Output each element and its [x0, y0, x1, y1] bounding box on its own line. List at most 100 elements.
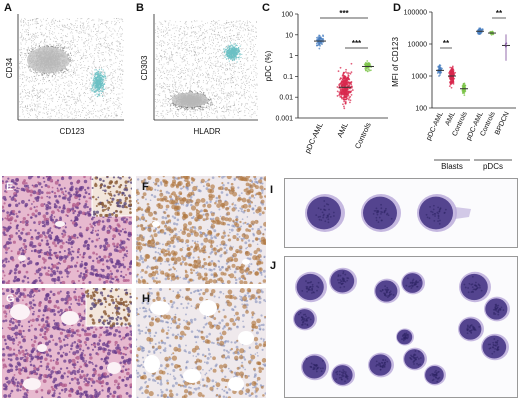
- d-sig-label: **: [443, 39, 450, 48]
- d-point: [450, 86, 453, 89]
- fat-vacuole: [107, 362, 121, 374]
- c-point: [344, 85, 346, 88]
- flow-events-a: [19, 18, 124, 119]
- histology-he-e: [2, 176, 132, 284]
- c-point: [347, 72, 350, 74]
- c-tick-label: 0.1: [283, 74, 293, 81]
- axis-label-cd123: CD123: [60, 127, 85, 136]
- c-sig-label: ***: [352, 39, 362, 48]
- c-point: [318, 34, 320, 37]
- c-point: [343, 107, 346, 110]
- blast-cell: [368, 352, 394, 378]
- d-tick-label: 10000: [408, 42, 428, 49]
- d-point: [491, 30, 494, 33]
- panel-label-i: I: [270, 184, 274, 196]
- c-point: [344, 75, 347, 78]
- d-point: [451, 66, 454, 69]
- d-point: [449, 81, 452, 83]
- c-point: [368, 69, 371, 72]
- c-point: [349, 99, 352, 102]
- blast-cell: [459, 271, 491, 303]
- d-point: [449, 71, 452, 74]
- cytology-panel-i: [284, 178, 518, 248]
- c-point: [351, 89, 354, 91]
- c-tick-label: 10: [285, 32, 293, 39]
- d-tick-label: 100: [415, 106, 427, 113]
- c-point: [349, 101, 351, 104]
- flow-plot-b: CD303 HLADR: [140, 14, 258, 136]
- d-point: [478, 32, 481, 35]
- c-point: [341, 90, 344, 93]
- c-point: [345, 96, 348, 99]
- c-point: [366, 60, 369, 62]
- c-point: [315, 36, 318, 39]
- fat-vacuole: [61, 311, 79, 325]
- c-point: [366, 70, 369, 72]
- c-point: [344, 77, 347, 80]
- chart-c: 100 10 1 0.1 0.01 0.001 pDC (%) pDC-AML AML Contr…: [264, 9, 388, 155]
- c-point: [351, 85, 353, 88]
- c-point: [344, 71, 347, 73]
- c-category-label: Controls: [353, 121, 373, 150]
- panel-label-e: E: [6, 181, 14, 193]
- d-category-label: AML: [444, 111, 456, 127]
- c-point: [347, 92, 349, 95]
- c-point: [318, 47, 321, 50]
- fat-vacuole: [152, 221, 160, 227]
- d-point: [452, 78, 454, 81]
- blast-cell: [301, 353, 329, 381]
- histology-he-g: [2, 288, 132, 398]
- c-point: [345, 68, 347, 71]
- c-point: [347, 74, 350, 76]
- c-point: [321, 38, 324, 41]
- fat-vacuole: [183, 369, 201, 383]
- c-point: [369, 63, 371, 66]
- c-point: [343, 87, 346, 90]
- c-category-label: pDC-AML: [303, 121, 325, 155]
- d-point: [464, 90, 466, 93]
- c-point: [350, 71, 353, 74]
- c-point: [336, 86, 339, 88]
- histology-ihc-f: [136, 176, 266, 284]
- d-tick-label: 1000: [411, 74, 427, 81]
- blast-cell: [396, 328, 414, 346]
- panel-label-c: C: [262, 2, 270, 14]
- c-point: [345, 93, 348, 95]
- c-point: [342, 75, 345, 77]
- fat-vacuole: [144, 355, 160, 373]
- blast-cell: [295, 271, 327, 303]
- blast-cell: [481, 333, 509, 361]
- c-point: [343, 105, 345, 108]
- c-point: [342, 93, 345, 96]
- d-category-label: BPDCN: [494, 111, 511, 136]
- c-point: [343, 94, 346, 97]
- d-axis-label: MFI of CD123: [392, 37, 400, 87]
- fat-vacuole: [199, 300, 217, 316]
- c-point: [338, 91, 341, 94]
- fat-vacuole: [228, 377, 244, 391]
- blast-cell: [331, 363, 355, 387]
- d-series-1: [447, 65, 457, 89]
- panel-label-d: D: [393, 2, 401, 14]
- c-series-pdc-aml: [315, 34, 325, 50]
- d-category-label: pDC-AML: [425, 111, 444, 142]
- c-point: [344, 81, 346, 84]
- c-axis-label: pDC (%): [264, 50, 273, 81]
- blast-cell: [458, 316, 484, 342]
- d-point: [438, 71, 441, 73]
- c-point: [346, 78, 349, 81]
- panel-label-b: B: [136, 2, 144, 14]
- axis-label-cd34: CD34: [5, 57, 14, 78]
- c-point: [336, 90, 339, 93]
- d-sig-label: **: [496, 9, 503, 18]
- c-point: [317, 39, 320, 41]
- c-point: [350, 62, 353, 65]
- c-point: [338, 94, 341, 96]
- d-point: [462, 91, 464, 94]
- c-point: [347, 98, 350, 101]
- c-point: [350, 83, 353, 86]
- c-point: [350, 93, 353, 96]
- c-point: [342, 71, 345, 74]
- d-point: [464, 88, 467, 91]
